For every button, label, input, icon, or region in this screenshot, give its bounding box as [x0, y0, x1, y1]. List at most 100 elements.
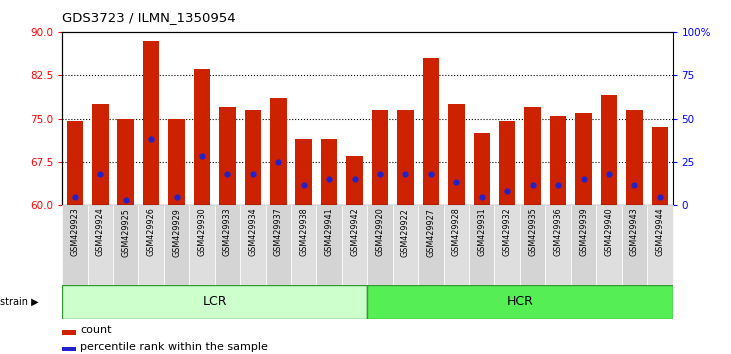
Bar: [367, 205, 393, 285]
Text: GDS3723 / ILMN_1350954: GDS3723 / ILMN_1350954: [62, 11, 236, 24]
Point: [577, 176, 589, 182]
Bar: [647, 205, 673, 285]
Bar: [215, 205, 240, 285]
Bar: [499, 121, 515, 205]
Text: GSM429926: GSM429926: [147, 208, 156, 256]
Point: [171, 194, 183, 200]
Bar: [67, 121, 83, 205]
Point: [476, 194, 488, 200]
Bar: [520, 205, 545, 285]
Bar: [596, 205, 621, 285]
Text: GSM429930: GSM429930: [197, 208, 207, 256]
Point: [654, 194, 666, 200]
Bar: [168, 119, 185, 205]
Point: [450, 179, 462, 185]
Bar: [164, 205, 189, 285]
Bar: [545, 205, 571, 285]
Text: GSM429941: GSM429941: [325, 208, 333, 256]
Bar: [367, 285, 673, 319]
Bar: [92, 104, 108, 205]
Text: GSM429933: GSM429933: [223, 208, 232, 256]
Bar: [474, 133, 490, 205]
Bar: [118, 119, 134, 205]
Point: [196, 153, 208, 159]
Text: GSM429939: GSM429939: [579, 208, 588, 256]
Bar: [626, 110, 643, 205]
Point: [120, 197, 132, 202]
Bar: [418, 205, 444, 285]
Bar: [291, 205, 317, 285]
Text: GSM429938: GSM429938: [299, 208, 308, 256]
Bar: [62, 285, 367, 319]
Bar: [62, 205, 88, 285]
Text: GSM429936: GSM429936: [553, 208, 563, 256]
Bar: [265, 205, 291, 285]
Bar: [295, 139, 312, 205]
Bar: [621, 205, 647, 285]
Text: GSM429932: GSM429932: [503, 208, 512, 256]
Bar: [571, 205, 596, 285]
Text: GSM429931: GSM429931: [477, 208, 486, 256]
Text: GSM429927: GSM429927: [426, 208, 436, 257]
Bar: [393, 205, 418, 285]
Bar: [321, 139, 338, 205]
Bar: [138, 205, 164, 285]
Point: [349, 176, 360, 182]
Bar: [317, 205, 342, 285]
Point: [425, 171, 436, 176]
Text: GSM429943: GSM429943: [630, 208, 639, 256]
Bar: [113, 205, 138, 285]
Text: GSM429925: GSM429925: [121, 208, 130, 257]
Text: GSM429944: GSM429944: [655, 208, 664, 256]
Text: GSM429924: GSM429924: [96, 208, 105, 256]
Point: [298, 182, 310, 188]
Point: [94, 171, 106, 176]
Text: GSM429942: GSM429942: [350, 208, 359, 256]
Text: percentile rank within the sample: percentile rank within the sample: [80, 342, 268, 352]
Bar: [575, 113, 592, 205]
Bar: [62, 330, 76, 335]
Bar: [342, 205, 367, 285]
Bar: [88, 205, 113, 285]
Bar: [601, 96, 617, 205]
Bar: [550, 116, 567, 205]
Bar: [270, 98, 287, 205]
Bar: [469, 205, 494, 285]
Point: [527, 182, 539, 188]
Bar: [651, 127, 668, 205]
Point: [400, 171, 412, 176]
Bar: [143, 41, 159, 205]
Text: count: count: [80, 325, 112, 335]
Text: GSM429934: GSM429934: [249, 208, 257, 256]
Text: GSM429937: GSM429937: [274, 208, 283, 256]
Text: GSM429940: GSM429940: [605, 208, 613, 256]
Text: GSM429935: GSM429935: [528, 208, 537, 256]
Bar: [189, 205, 215, 285]
Bar: [524, 107, 541, 205]
Text: GSM429928: GSM429928: [452, 208, 461, 256]
Point: [69, 194, 80, 200]
Text: GSM429920: GSM429920: [376, 208, 385, 256]
Point: [629, 182, 640, 188]
Bar: [444, 205, 469, 285]
Point: [552, 182, 564, 188]
Bar: [62, 347, 76, 351]
Point: [374, 171, 386, 176]
Point: [247, 171, 259, 176]
Bar: [372, 110, 388, 205]
Bar: [240, 205, 265, 285]
Bar: [423, 58, 439, 205]
Point: [501, 188, 513, 194]
Bar: [494, 205, 520, 285]
Bar: [194, 69, 211, 205]
Point: [221, 171, 233, 176]
Text: strain ▶: strain ▶: [0, 297, 39, 307]
Point: [323, 176, 335, 182]
Point: [145, 136, 157, 142]
Bar: [397, 110, 414, 205]
Text: GSM429922: GSM429922: [401, 208, 410, 257]
Point: [603, 171, 615, 176]
Bar: [346, 156, 363, 205]
Text: GSM429929: GSM429929: [172, 208, 181, 257]
Bar: [245, 110, 261, 205]
